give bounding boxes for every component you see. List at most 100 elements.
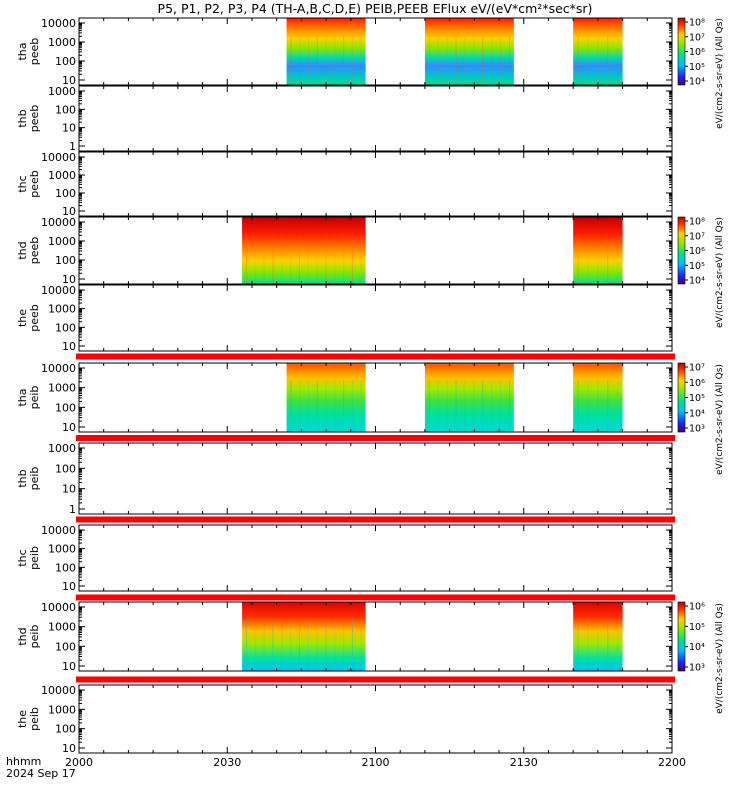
y-tick-label: 10000 xyxy=(41,362,76,375)
y-axis-label-probe: thb xyxy=(16,109,29,127)
y-axis-label-product: peib xyxy=(28,625,41,649)
colorbar-tick-label: 10⁵ xyxy=(689,393,705,404)
chart-title: P5, P1, P2, P3, P4 (TH-A,B,C,D,E) PEIB,P… xyxy=(158,1,593,16)
y-tick-label: 100 xyxy=(55,561,76,574)
colorbar-thd-peib: 10³ 10⁴ 10⁵ 10⁶ eV/(cm2-s-sr-eV) (All Qs) xyxy=(677,601,725,714)
y-tick-label: 1000 xyxy=(48,235,76,248)
panel-thc-peib: 10 100 1000 10000 thc peib xyxy=(16,524,673,593)
y-tick-label: 10000 xyxy=(41,524,76,537)
colorbar-tick-label: 10⁶ xyxy=(689,47,705,58)
y-tick-label: 10000 xyxy=(41,151,76,164)
colorbar-tick-label: 10⁸ xyxy=(689,217,705,228)
panel-frame xyxy=(78,85,673,152)
panel-thb-peib: 1 10 100 1000 thb peib xyxy=(16,442,673,516)
panel-tha-peib: 10 100 1000 10000 tha peib xyxy=(16,362,673,434)
y-tick-label: 10 xyxy=(62,483,76,496)
colorbar-group: 10⁴ 10⁵ 10⁶ 10⁷ 10⁸ eV/(cm2-s-sr-eV) (All Qs)… xyxy=(677,17,725,714)
colorbar-tick-label: 10⁷ xyxy=(689,231,705,242)
panel-separator-bar xyxy=(76,676,675,683)
panel-frame xyxy=(78,442,673,515)
y-tick-label: 1000 xyxy=(48,36,76,49)
colorbar-scale xyxy=(677,17,686,86)
y-tick-label: 100 xyxy=(55,55,76,68)
y-tick-label: 1000 xyxy=(48,303,76,316)
y-tick-label: 10000 xyxy=(41,684,76,697)
y-tick-label: 1000 xyxy=(48,169,76,182)
x-axis: 2000 2030 2100 2130 2200 hhmm 2024 Sep 17 xyxy=(6,755,686,780)
y-axis-label-probe: tha xyxy=(16,388,29,406)
colorbar-tha-peib: 10³ 10⁴ 10⁵ 10⁶ 10⁷ eV/(cm2-s-sr-eV) (All Qs) xyxy=(677,363,725,475)
y-axis-label-probe: thc xyxy=(16,175,29,192)
y-tick-label: 10000 xyxy=(41,601,76,614)
x-axis-label-time: hhmm xyxy=(6,755,41,768)
colorbar-thd-peeb: 10⁴ 10⁵ 10⁶ 10⁷ 10⁸ eV/(cm2-s-sr-eV) (All Qs) xyxy=(677,216,725,328)
y-tick-label: 1 xyxy=(69,140,76,153)
y-tick-label: 100 xyxy=(55,723,76,736)
colorbar-tick-label: 10³ xyxy=(689,663,705,674)
y-axis-label-probe: tha xyxy=(16,42,29,60)
panel-separator-bar xyxy=(76,353,675,360)
x-tick-labels: 2000 2030 2100 2130 2200 xyxy=(65,756,686,769)
panel-thc-peeb: 10 100 1000 10000 thc peeb xyxy=(16,151,673,218)
y-tick-label: 1000 xyxy=(48,543,76,556)
spectrogram-block xyxy=(424,363,514,432)
colorbar-tha-peeb: 10⁴ 10⁵ 10⁶ 10⁷ 10⁸ eV/(cm2-s-sr-eV) (All Qs) xyxy=(677,17,725,129)
y-axis-label-probe: thc xyxy=(16,549,29,566)
separator-group xyxy=(76,353,675,683)
y-tick-label: 10 xyxy=(62,122,76,135)
y-axis-label-product: peib xyxy=(28,467,41,491)
colorbar-tick-label: 10⁵ xyxy=(689,261,705,272)
colorbar-tick-label: 10⁶ xyxy=(689,378,705,389)
y-tick-label: 10 xyxy=(62,421,76,434)
colorbar-label: eV/(cm2-s-sr-eV) (All Qs) xyxy=(715,364,725,475)
y-axis-label-product: peeb xyxy=(28,304,41,332)
colorbar-tick-label: 10⁴ xyxy=(689,276,705,287)
panel-frame xyxy=(78,524,673,592)
colorbar-scale xyxy=(677,601,686,672)
y-axis-label-probe: the xyxy=(16,710,29,728)
y-tick-label: 1000 xyxy=(48,703,76,716)
y-axis-label-product: peeb xyxy=(28,105,41,133)
y-axis-label-product: peib xyxy=(28,386,41,410)
y-tick-label: 10000 xyxy=(41,17,76,30)
y-tick-label: 10 xyxy=(62,660,76,673)
colorbar-tick-label: 10⁷ xyxy=(689,32,705,43)
spectrogram-block xyxy=(286,363,366,432)
y-axis-label-product: peib xyxy=(28,707,41,731)
spectrogram-block xyxy=(424,18,514,85)
y-tick-label: 100 xyxy=(55,187,76,200)
x-tick-label: 2130 xyxy=(510,756,538,769)
colorbar-tick-label: 10⁵ xyxy=(689,62,705,73)
spectrogram-block xyxy=(573,602,623,671)
panel-thd-peeb: 10 100 1000 10000 thd peeb xyxy=(16,216,673,286)
x-axis-label-date: 2024 Sep 17 xyxy=(6,767,76,780)
panel-the-peeb: 10 100 1000 10000 the peeb xyxy=(16,284,673,353)
x-tick-label: 2100 xyxy=(362,756,390,769)
x-tick-label: 2030 xyxy=(213,756,241,769)
y-tick-label: 10000 xyxy=(41,284,76,297)
y-tick-label: 1000 xyxy=(48,442,76,455)
panel-frame xyxy=(78,284,673,352)
panel-tha-peeb: 10 100 1000 10000 tha peeb xyxy=(16,17,673,87)
colorbar-scale xyxy=(677,216,686,285)
y-axis-label-product: peeb xyxy=(28,170,41,198)
y-tick-label: 100 xyxy=(55,401,76,414)
y-axis-label-probe: thb xyxy=(16,469,29,487)
y-tick-label: 100 xyxy=(55,321,76,334)
y-axis-label-product: peib xyxy=(28,546,41,570)
colorbar-tick-label: 10⁸ xyxy=(689,18,705,29)
spectrogram-block xyxy=(573,18,623,85)
spectrogram-block xyxy=(573,363,623,432)
panel-separator-bar xyxy=(76,516,675,523)
colorbar-label: eV/(cm2-s-sr-eV) (All Qs) xyxy=(715,217,725,328)
colorbar-tick-label: 10⁴ xyxy=(689,408,705,419)
colorbar-tick-label: 10³ xyxy=(689,424,705,435)
y-axis-label-product: peeb xyxy=(28,237,41,265)
colorbar-tick-label: 10⁶ xyxy=(689,602,705,613)
spectrogram-block xyxy=(242,217,366,284)
panel-separator-bar xyxy=(76,594,675,601)
y-tick-label: 10 xyxy=(62,742,76,755)
y-tick-label: 100 xyxy=(55,254,76,267)
y-tick-label: 10000 xyxy=(41,216,76,229)
